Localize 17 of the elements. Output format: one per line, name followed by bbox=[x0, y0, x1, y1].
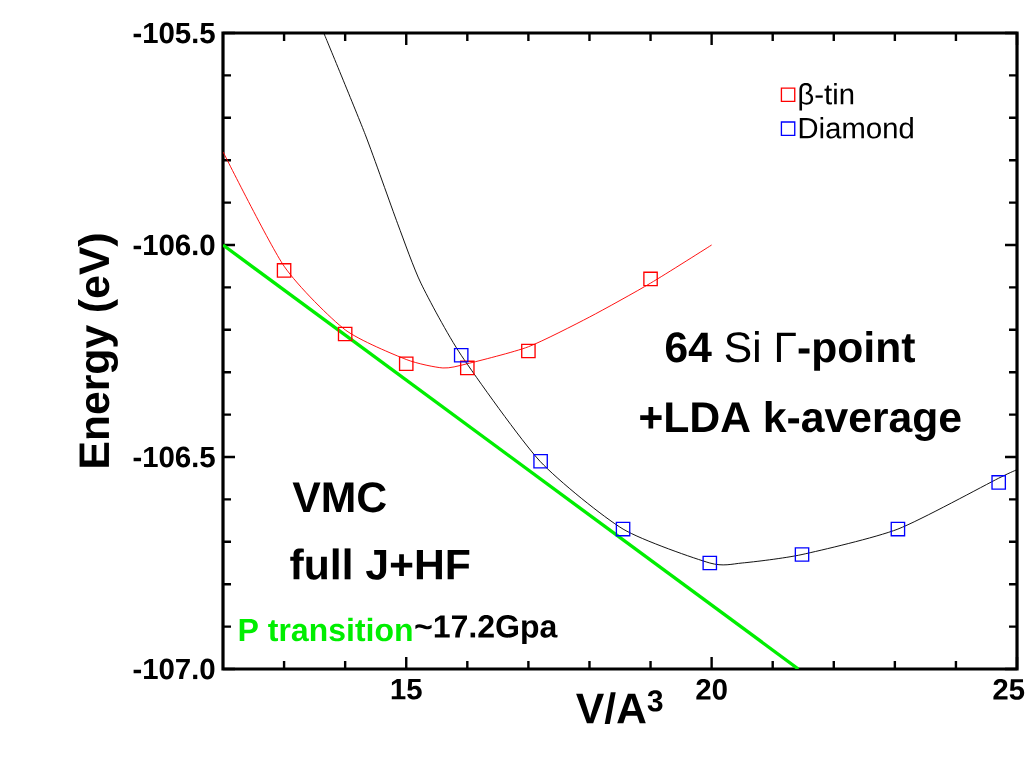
x-tick-label: 25 bbox=[993, 679, 1025, 700]
legend-label: β-tin bbox=[799, 83, 854, 111]
y-tick-label: -106.0 bbox=[133, 234, 215, 256]
annotation: +LDA k-average bbox=[640, 400, 961, 441]
legend-label: Diamond bbox=[799, 117, 913, 139]
y-tick-label: -105.5 bbox=[133, 22, 215, 44]
y-axis-title: Energy (eV) bbox=[78, 234, 118, 467]
y-tick-label: -107.0 bbox=[133, 658, 215, 680]
y-tick-label: -106.5 bbox=[133, 446, 215, 468]
annotation: VMC bbox=[292, 482, 386, 513]
annotation: full J+HF bbox=[290, 548, 470, 580]
x-tick-label: 15 bbox=[391, 679, 422, 700]
annotation: 64 Si Γ-point bbox=[665, 331, 915, 371]
x-tick-label: 20 bbox=[696, 679, 727, 700]
x-axis-title: V/A$^{3}$ bbox=[576, 690, 663, 725]
annotation: P transition bbox=[239, 617, 412, 642]
annotation: ~17.2Gpa bbox=[415, 615, 558, 645]
